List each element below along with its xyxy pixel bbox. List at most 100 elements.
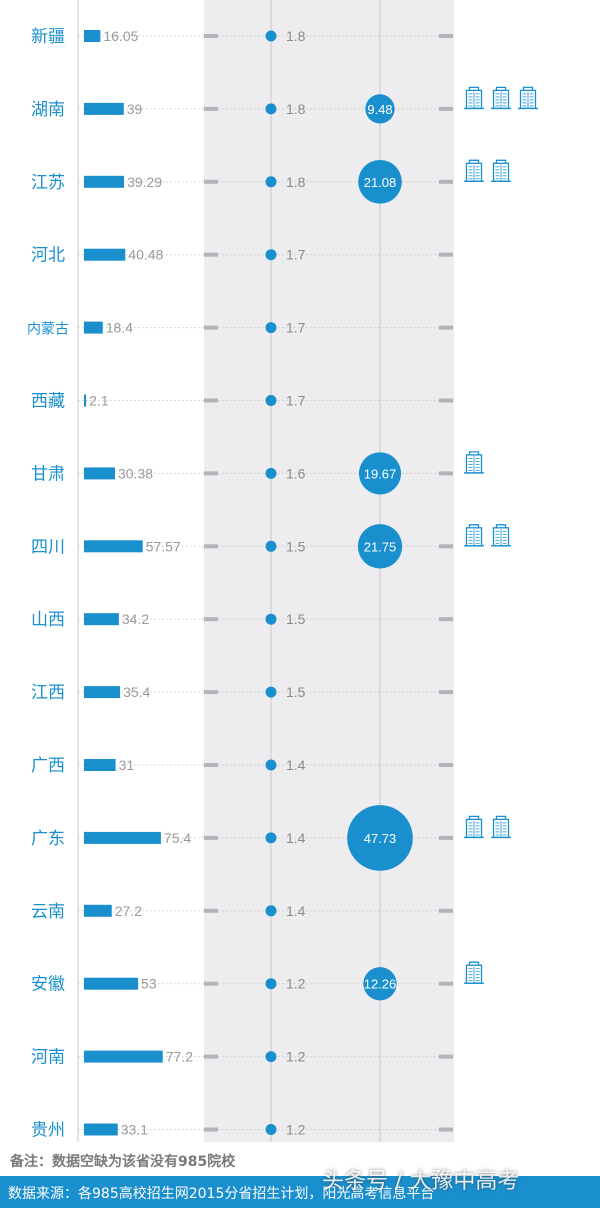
bar (84, 248, 126, 261)
band-tick-right (439, 106, 453, 111)
bar (84, 759, 116, 771)
building-roof (522, 86, 534, 91)
province-label: 山西 (31, 610, 65, 630)
building-icon (518, 86, 538, 110)
building-icon (464, 815, 484, 839)
bar-value-label: 57.57 (146, 538, 181, 554)
bar-value-label: 39 (127, 101, 143, 117)
building-icon (464, 451, 484, 474)
bubble-label: 47.73 (364, 831, 397, 846)
rate-dot (265, 249, 277, 261)
rate-label: 1.2 (286, 976, 306, 992)
rate-label: 1.6 (286, 465, 306, 481)
rate-label: 1.8 (286, 28, 306, 44)
rate-label: 1.7 (286, 320, 306, 336)
building-roof (468, 961, 480, 966)
bar-value-label: 40.48 (128, 247, 163, 263)
band-tick-right (439, 835, 453, 840)
rate-label: 1.4 (286, 830, 306, 846)
band-tick-left (204, 252, 218, 257)
bar (84, 831, 161, 844)
bar (84, 1123, 118, 1136)
rate-label: 1.2 (286, 1122, 306, 1138)
band-tick-left (204, 908, 218, 913)
rate-label: 1.5 (286, 538, 306, 554)
rate-dot (265, 103, 277, 115)
bubble-label: 21.75 (364, 539, 397, 554)
bar (84, 1050, 163, 1063)
building-icon (464, 159, 484, 183)
bar (84, 175, 125, 188)
bar-value-label: 33.1 (121, 1122, 148, 1138)
band-tick-left (204, 325, 218, 330)
bubble (365, 94, 395, 124)
building-roof (495, 159, 507, 164)
bubble-label: 21.08 (364, 175, 397, 190)
bubble-label: 12.26 (364, 977, 397, 992)
bar-value-label: 75.4 (164, 830, 191, 846)
building-roof (495, 815, 507, 820)
bar (84, 394, 87, 407)
band-tick-left (204, 398, 218, 403)
rate-dot (265, 30, 277, 42)
rate-dot (265, 540, 277, 552)
building-roof (468, 524, 480, 528)
bar (84, 686, 121, 699)
band-tick-left (204, 835, 218, 840)
middle-band (204, 0, 454, 1142)
bar-value-label: 16.05 (103, 28, 138, 44)
rate-dot (265, 613, 277, 625)
bar-value-label: 53 (141, 976, 157, 992)
band-tick-left (204, 763, 218, 767)
band-tick-right (439, 179, 453, 184)
province-label: 河北 (31, 246, 65, 266)
building-roof (468, 159, 480, 164)
band-tick-left (204, 690, 218, 695)
rate-label: 1.2 (286, 1049, 306, 1065)
province-label: 四川 (31, 537, 65, 557)
band-tick-right (439, 617, 453, 622)
province-label: 河南 (31, 1048, 65, 1068)
rate-label: 1.7 (286, 247, 306, 263)
province-label: 江苏 (31, 173, 65, 193)
rate-label: 1.8 (286, 174, 306, 190)
province-label: 广西 (31, 756, 65, 776)
rate-label: 1.5 (286, 611, 306, 627)
rate-dot (265, 978, 277, 990)
rate-dot (265, 322, 277, 334)
band-tick-left (204, 617, 218, 622)
province-label: 江西 (31, 683, 65, 703)
band-tick-left (204, 34, 218, 38)
rate-dot (265, 832, 277, 844)
bar-value-label: 35.4 (123, 684, 150, 700)
band-tick-right (439, 398, 453, 403)
band-tick-right (439, 908, 453, 913)
band-tick-left (204, 981, 218, 986)
building-roof (495, 524, 507, 528)
band-tick-left (204, 1127, 218, 1132)
building-roof (468, 815, 480, 820)
bar (84, 540, 143, 553)
bar-value-label: 31 (119, 757, 135, 773)
rate-label: 1.8 (286, 101, 306, 117)
bar (84, 102, 124, 115)
band-tick-right (439, 1054, 453, 1059)
bar-value-label: 77.2 (166, 1049, 193, 1065)
bubble (357, 524, 403, 569)
band-tick-right (439, 325, 453, 330)
rate-dot (265, 467, 277, 479)
building-roof (495, 86, 507, 91)
bubble-label: 9.48 (367, 102, 392, 117)
band-tick-right (439, 1127, 453, 1132)
rate-label: 1.4 (286, 757, 306, 773)
rate-label: 1.4 (286, 903, 306, 919)
building-icon (464, 961, 484, 984)
source-footer: 数据来源：各985高校招生网2015分省招生计划，阳光高考信息平台 (0, 1176, 600, 1208)
province-label: 湖南 (31, 100, 65, 120)
band-tick-left (204, 1054, 218, 1059)
bar-value-label: 27.2 (115, 903, 142, 919)
rate-dot (265, 176, 277, 188)
bar (84, 30, 101, 42)
band-tick-left (204, 179, 218, 184)
rate-dot (265, 686, 277, 698)
